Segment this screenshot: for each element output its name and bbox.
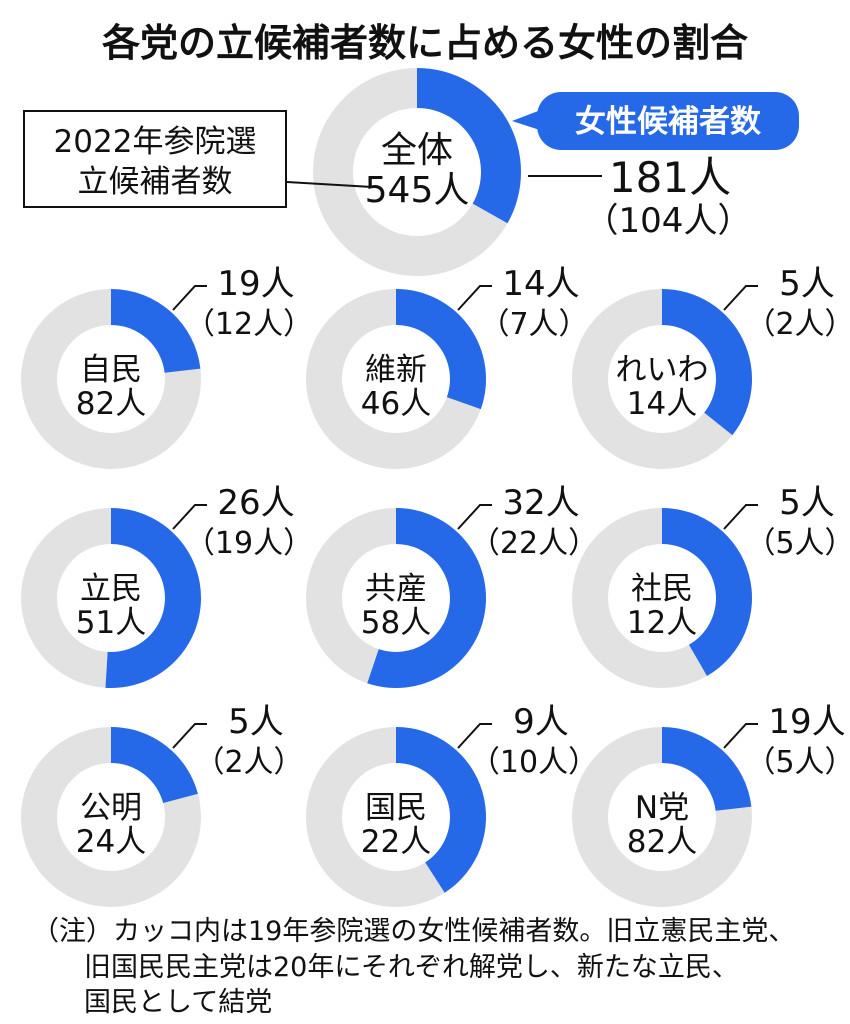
party-prev-count: （12人） bbox=[185, 307, 313, 342]
party-total: 82人 bbox=[627, 824, 697, 860]
party-female-count: 19人 bbox=[768, 702, 845, 742]
party-label: 社民 bbox=[631, 571, 693, 607]
party-prev-count: （2人） bbox=[194, 745, 303, 780]
party-label: 共産 bbox=[365, 571, 427, 607]
note-line-3: 国民として結党 bbox=[84, 987, 272, 1018]
legend-badge-pointer bbox=[512, 108, 546, 132]
party-total: 51人 bbox=[76, 605, 146, 641]
party-prev-count: （19人） bbox=[185, 526, 313, 561]
party-female-count: 5人 bbox=[228, 702, 284, 742]
party-leader-line bbox=[457, 504, 492, 530]
callout-line-2: 立候補者数 bbox=[78, 164, 233, 200]
party-slice-female bbox=[111, 727, 198, 804]
party-female-count: 14人 bbox=[502, 264, 579, 304]
party-total: 82人 bbox=[76, 386, 146, 422]
party-label: 維新 bbox=[365, 352, 427, 388]
callout-leader-line bbox=[286, 181, 373, 188]
party-label: れいわ bbox=[616, 352, 709, 388]
note-line-2: 旧国民民主党は20年にそれぞれ解党し、新たな立民、 bbox=[84, 952, 739, 983]
party-prev-count: （5人） bbox=[745, 526, 850, 561]
overall-total: 545人 bbox=[365, 170, 470, 211]
party-total: 24人 bbox=[76, 824, 146, 860]
overall-slice-female bbox=[417, 68, 521, 224]
party-female-count: 5人 bbox=[779, 483, 835, 523]
party-slice-female bbox=[662, 289, 752, 436]
overall-female-count: 181人 bbox=[609, 153, 731, 202]
note-line-1: （注）カッコ内は19年参院選の女性候補者数。旧立憲民主党、 bbox=[32, 916, 795, 947]
party-slice-female bbox=[111, 289, 201, 373]
legend-badge bbox=[537, 92, 799, 150]
party-leader-line bbox=[172, 285, 207, 311]
callout-box bbox=[23, 110, 287, 208]
party-female-count: 26人 bbox=[217, 483, 294, 523]
overall-prev-count: （104人） bbox=[585, 201, 752, 241]
party-total: 46人 bbox=[361, 386, 431, 422]
party-leader-line bbox=[723, 285, 758, 311]
party-label: N党 bbox=[635, 790, 689, 826]
party-slice-female bbox=[662, 508, 752, 676]
legend-label: 女性候補者数 bbox=[575, 104, 761, 140]
party-slice-female bbox=[396, 727, 487, 893]
party-total: 22人 bbox=[361, 824, 431, 860]
party-total: 12人 bbox=[627, 605, 697, 641]
party-leader-line bbox=[457, 723, 492, 749]
callout-line-1: 2022年参院選 bbox=[54, 124, 257, 160]
party-prev-count: （2人） bbox=[745, 307, 850, 342]
party-female-count: 19人 bbox=[217, 264, 294, 304]
party-female-count: 5人 bbox=[779, 264, 835, 304]
party-prev-count: （5人） bbox=[745, 745, 850, 780]
party-label: 公明 bbox=[80, 790, 142, 826]
party-female-count: 9人 bbox=[513, 702, 569, 742]
party-total: 14人 bbox=[627, 386, 697, 422]
party-leader-line bbox=[172, 504, 207, 530]
party-prev-count: （10人） bbox=[470, 745, 598, 780]
overall-label: 全体 bbox=[381, 130, 453, 171]
party-female-count: 32人 bbox=[502, 483, 579, 523]
party-leader-line bbox=[723, 504, 758, 530]
party-leader-line bbox=[457, 285, 492, 311]
party-slice-female bbox=[662, 727, 752, 811]
party-slice-female bbox=[396, 289, 487, 410]
party-prev-count: （7人） bbox=[479, 307, 588, 342]
party-label: 国民 bbox=[365, 790, 427, 826]
party-slice-female bbox=[367, 508, 487, 688]
party-label: 立民 bbox=[80, 571, 142, 607]
party-donuts: 自民82人19人（12人）維新46人14人（7人）れいわ14人5人（2人）立民5… bbox=[21, 264, 850, 907]
party-slice-female bbox=[105, 508, 202, 688]
party-leader-line bbox=[172, 723, 207, 749]
party-label: 自民 bbox=[80, 352, 142, 388]
chart-title: 各党の立候補者数に占める女性の割合 bbox=[102, 21, 748, 65]
party-leader-line bbox=[723, 723, 758, 749]
party-total: 58人 bbox=[361, 605, 431, 641]
party-prev-count: （22人） bbox=[470, 526, 598, 561]
